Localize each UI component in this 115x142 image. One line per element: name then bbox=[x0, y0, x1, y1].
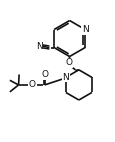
Text: O: O bbox=[29, 80, 36, 89]
Text: N: N bbox=[62, 73, 69, 82]
Text: O: O bbox=[41, 70, 48, 79]
Text: N: N bbox=[36, 42, 43, 51]
Text: N: N bbox=[81, 25, 88, 34]
Text: O: O bbox=[65, 58, 72, 67]
